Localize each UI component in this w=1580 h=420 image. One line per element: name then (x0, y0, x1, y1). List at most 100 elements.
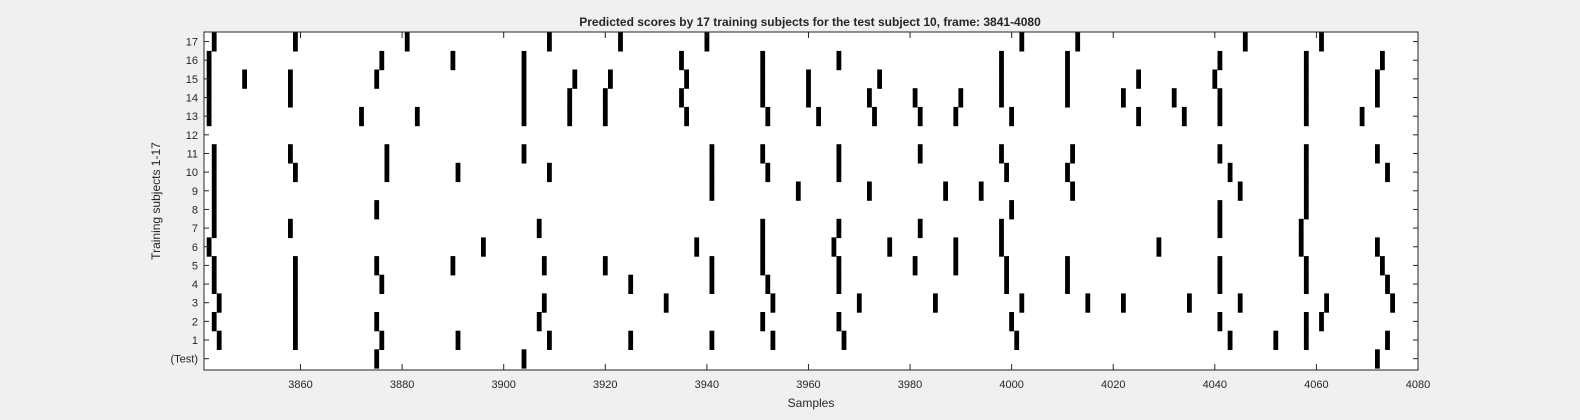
mark-row-11-12 (1375, 144, 1380, 164)
mark-row-6-6 (953, 237, 959, 257)
mark-row-14-11 (999, 88, 1004, 108)
mark-row-7-7 (1217, 218, 1223, 239)
mark-row-2-7 (1217, 312, 1223, 332)
mark-row-16-7 (999, 50, 1004, 71)
mark-row-4-2 (379, 274, 385, 294)
x-tick-label: 3920 (593, 379, 617, 391)
mark-row-4-5 (765, 274, 771, 294)
mark-row-15-4 (521, 69, 527, 89)
mark-row-3-4 (770, 293, 776, 313)
mark-row-5-4 (541, 256, 547, 276)
mark-row-1-10 (1227, 330, 1233, 350)
y-tick-label: 1 (192, 335, 198, 347)
mark-row-6-9 (1298, 237, 1304, 257)
mark-row-10-10 (1227, 162, 1233, 183)
mark-row-8-1 (374, 200, 380, 220)
y-tick-label: 2 (192, 316, 198, 328)
mark-row-11-11 (1303, 144, 1309, 164)
plot-frame (203, 31, 1419, 371)
y-tick-label: 6 (192, 242, 198, 254)
mark-row-11-10 (1217, 144, 1223, 164)
mark-row-9-5 (978, 181, 984, 201)
mark-row-13-5 (602, 106, 608, 127)
mark-row-14-16 (1303, 88, 1309, 108)
mark-row-14-12 (1065, 88, 1070, 108)
mark-row-1-9 (1014, 330, 1020, 350)
mark-row-16-3 (521, 50, 527, 71)
mark-row-11-5 (760, 144, 766, 164)
mark-row-4-4 (709, 274, 715, 294)
mark-row-17-5 (704, 32, 710, 52)
mark-row-13-14 (1181, 106, 1187, 127)
mark-row-14-17 (1375, 88, 1380, 108)
mark-row-13-15 (1217, 106, 1223, 127)
mark-row-15-9 (806, 69, 811, 89)
mark-row-1-12 (1303, 330, 1309, 350)
mark-row-2-3 (536, 312, 542, 332)
mark-row-1-8 (841, 330, 847, 350)
mark-row-13-17 (1359, 106, 1365, 127)
mark-row-16-6 (836, 50, 842, 71)
mark-row-6-2 (694, 237, 700, 257)
mark-row-6-10 (1375, 237, 1380, 257)
mark-row-1-6 (709, 330, 715, 350)
mark-row-6-3 (760, 237, 766, 257)
mark-row-16-2 (450, 50, 456, 71)
mark-row-1-11 (1273, 330, 1279, 350)
y-tick-label: 12 (186, 130, 198, 142)
mark-row-2-0 (211, 312, 217, 332)
mark-row-5-1 (293, 256, 298, 276)
mark-row-1-7 (770, 330, 776, 350)
mark-row-7-3 (760, 218, 766, 239)
mark-row-11-7 (917, 144, 923, 164)
mark-row-7-6 (999, 218, 1004, 239)
mark-row-1-2 (379, 330, 385, 350)
mark-row-15-16 (1375, 69, 1380, 89)
mark-row-17-1 (293, 32, 298, 52)
mark-row-13-0 (206, 106, 212, 127)
mark-row-0-2 (1375, 349, 1380, 369)
mark-row-13-13 (1136, 106, 1141, 127)
mark-row-14-1 (288, 88, 293, 108)
mark-row-4-9 (1217, 274, 1223, 294)
mark-row-3-6 (933, 293, 938, 313)
mark-row-15-11 (999, 69, 1004, 89)
mark-row-15-10 (877, 69, 882, 89)
mark-row-7-0 (211, 218, 217, 239)
mark-row-5-8 (836, 256, 842, 276)
mark-row-9-3 (867, 181, 872, 201)
mark-row-14-8 (867, 88, 872, 108)
mark-row-10-4 (547, 162, 552, 183)
mark-row-14-3 (567, 88, 573, 108)
mark-row-5-7 (760, 256, 766, 276)
mark-row-9-8 (1303, 181, 1309, 201)
mark-row-5-11 (1004, 256, 1009, 276)
mark-row-1-5 (628, 330, 634, 350)
mark-group (206, 32, 1395, 369)
y-axis-label: Training subjects 1-17 (149, 142, 163, 260)
mark-row-13-16 (1303, 106, 1309, 127)
mark-row-7-4 (836, 218, 842, 239)
mark-row-7-2 (536, 218, 542, 239)
mark-row-1-1 (293, 330, 298, 350)
mark-row-4-0 (211, 274, 217, 294)
mark-row-10-7 (836, 162, 842, 183)
y-tick-label: 14 (186, 93, 198, 105)
mark-row-6-7 (999, 237, 1004, 257)
mark-row-3-11 (1237, 293, 1243, 313)
mark-row-11-9 (1070, 144, 1075, 164)
y-tick-label: 4 (192, 279, 198, 291)
mark-row-14-14 (1171, 88, 1177, 108)
mark-row-1-13 (1385, 330, 1390, 350)
mark-row-5-5 (602, 256, 608, 276)
mark-row-5-0 (211, 256, 217, 276)
mark-row-7-5 (917, 218, 923, 239)
mark-row-5-12 (1065, 256, 1070, 276)
x-tick-label: 4060 (1304, 379, 1328, 391)
mark-row-16-5 (760, 50, 766, 71)
x-axis-label: Samples (788, 396, 835, 410)
mark-row-6-0 (206, 237, 212, 257)
mark-row-13-12 (1009, 106, 1014, 127)
mark-row-4-1 (293, 274, 298, 294)
